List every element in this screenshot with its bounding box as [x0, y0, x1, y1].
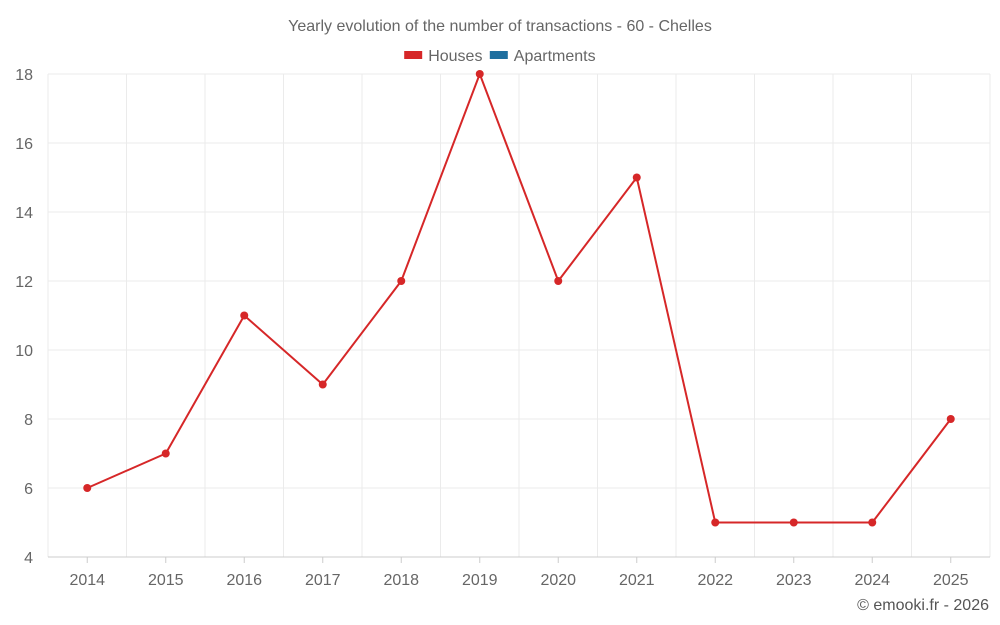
x-tick-label: 2021 — [619, 572, 655, 589]
credit-text: © emooki.fr - 2026 — [857, 597, 989, 614]
x-tick-label: 2025 — [933, 572, 969, 589]
x-tick-label: 2019 — [462, 572, 498, 589]
legend-label: Apartments — [514, 48, 596, 65]
y-tick-label: 6 — [24, 481, 33, 498]
data-point[interactable] — [789, 518, 798, 527]
data-point[interactable] — [868, 518, 877, 527]
y-tick-label: 16 — [15, 136, 33, 153]
x-tick-label: 2018 — [383, 572, 419, 589]
y-tick-label: 14 — [15, 205, 33, 222]
x-tick-label: 2015 — [148, 572, 184, 589]
data-point[interactable] — [240, 311, 249, 320]
x-tick-label: 2020 — [540, 572, 576, 589]
legend-item-apartments[interactable]: Apartments — [489, 48, 596, 65]
legend-swatch — [404, 51, 423, 59]
data-point[interactable] — [946, 415, 955, 423]
y-tick-label: 12 — [15, 274, 33, 291]
x-tick-label: 2016 — [226, 572, 262, 589]
legend-label: Houses — [428, 48, 482, 65]
y-tick-label: 10 — [15, 343, 33, 360]
data-point[interactable] — [397, 277, 406, 285]
data-point[interactable] — [711, 518, 720, 527]
data-point[interactable] — [318, 380, 327, 389]
y-tick-label: 18 — [15, 67, 33, 84]
x-tick-label: 2017 — [305, 572, 341, 589]
x-tick-label: 2024 — [854, 572, 890, 589]
legend: Houses Apartments — [404, 48, 596, 65]
data-point[interactable] — [475, 70, 484, 78]
chart-title: Yearly evolution of the number of transa… — [288, 18, 712, 35]
x-axis: 2014 2015 2016 2017 2018 2019 2020 2021 2022 2023… — [48, 556, 990, 589]
data-point[interactable] — [161, 449, 170, 458]
x-tick-label: 2023 — [776, 572, 812, 589]
y-tick-label: 8 — [24, 412, 33, 429]
data-point[interactable] — [83, 484, 92, 492]
grid — [47, 73, 991, 557]
series-layer — [83, 70, 955, 527]
legend-item-houses[interactable]: Houses — [404, 48, 482, 65]
data-point[interactable] — [632, 173, 641, 182]
x-tick-label: 2022 — [697, 572, 733, 589]
legend-swatch — [489, 51, 508, 59]
x-tick-label: 2014 — [69, 572, 105, 589]
series-line-houses — [86, 73, 952, 524]
y-tick-label: 4 — [24, 550, 33, 567]
data-point[interactable] — [554, 277, 563, 285]
y-axis: 4 6 8 10 12 14 16 18 — [15, 67, 33, 567]
